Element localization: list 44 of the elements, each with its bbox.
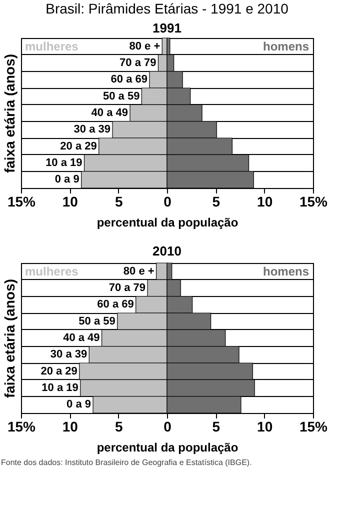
x-tick-label: 15%: [299, 194, 328, 210]
y-tick-label: 10 a 19: [46, 157, 82, 169]
x-tick-label: 10: [62, 194, 78, 210]
text: homens: [262, 264, 310, 278]
x-tick-label: 5: [114, 194, 123, 210]
y-tick-label: 40 a 49: [91, 107, 128, 119]
text: homens: [262, 39, 310, 54]
y-axis-title: faixa etária (anos): [2, 278, 18, 398]
y-tick-label: 30 a 39: [50, 348, 88, 361]
y-tick-label: 50 a 59: [102, 90, 140, 102]
y-axis-title: faixa etária (anos): [2, 54, 18, 174]
y-tick-label: 0 a 9: [66, 398, 92, 411]
y-tick-label: 0 a 9: [54, 174, 80, 186]
text: mulheres: [25, 264, 79, 278]
x-tick-label: 15%: [299, 418, 328, 434]
y-tick-label: 50 a 59: [78, 315, 116, 328]
x-axis-title: percentual da população: [96, 216, 238, 230]
y-tick-label: 30 a 39: [74, 124, 110, 136]
x-tick-label: 10: [257, 194, 273, 210]
chart-subtitle: 1991: [152, 20, 182, 36]
y-tick-label: 80 e +: [123, 265, 154, 278]
x-tick-label: 5: [114, 418, 123, 434]
source-note: Fonte dos dados: Instituto Brasileiro de Geografia e Estatística (IBGE).: [1, 458, 252, 467]
x-tick-label: 0: [164, 194, 172, 210]
y-tick-label: 40 a 49: [63, 332, 100, 344]
y-tick-label: 10 a 19: [42, 382, 78, 394]
x-tick-label: 5: [212, 418, 220, 434]
y-tick-label: 60 a 69: [110, 74, 148, 86]
x-tick-label: 10: [257, 418, 273, 434]
chart-title: Brasil: Pirâmides Etárias - 1991 e 2010: [46, 0, 289, 17]
x-tick-label: 15%: [7, 418, 36, 434]
y-tick-label: 80 e +: [129, 40, 160, 52]
chart-title: 2010: [152, 244, 182, 259]
x-tick-label: 10: [62, 418, 78, 434]
y-tick-label: 70 a 79: [108, 282, 146, 294]
y-tick-label: 70 a 79: [120, 57, 156, 69]
x-axis-title: percentual da população: [96, 440, 238, 454]
text: mulheres: [25, 39, 79, 54]
x-tick-label: 15%: [7, 194, 36, 210]
x-tick-label: 5: [212, 194, 220, 210]
x-tick-label: 0: [164, 418, 172, 434]
y-tick-label: 20 a 29: [40, 365, 78, 378]
y-tick-label: 20 a 29: [60, 140, 97, 152]
y-tick-label: 60 a 69: [97, 298, 134, 311]
